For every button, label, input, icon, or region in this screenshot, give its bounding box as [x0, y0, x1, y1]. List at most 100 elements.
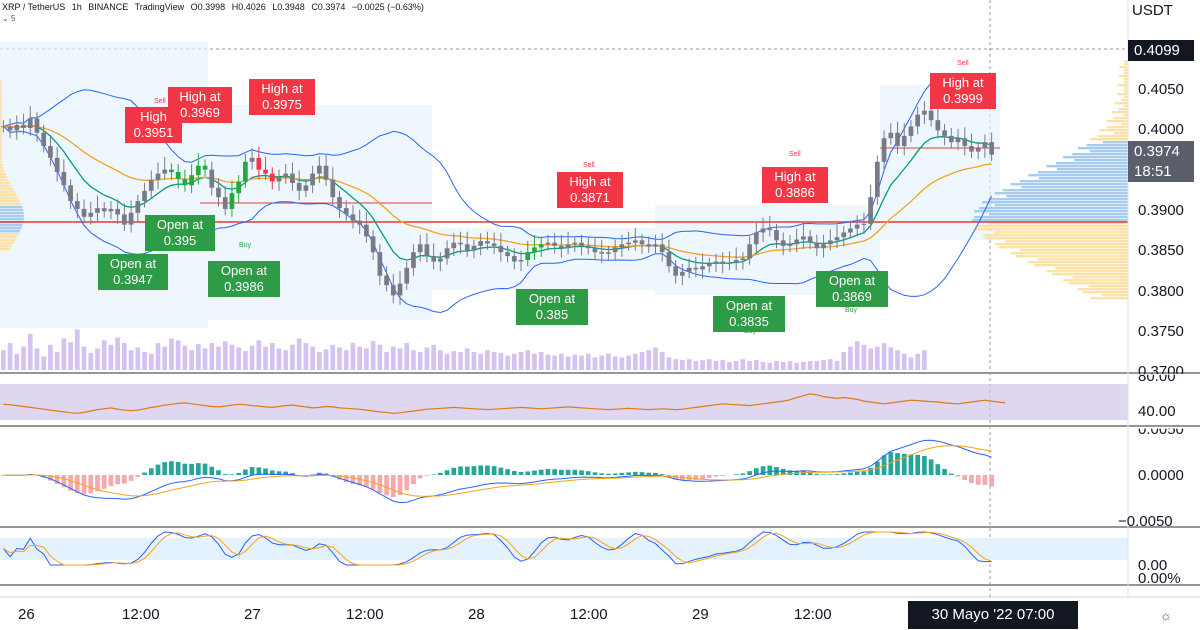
candle-body [686, 267, 692, 272]
countdown-marker: 18:51 [1128, 161, 1194, 182]
candle-body [585, 245, 591, 249]
macd-histogram-bar [982, 475, 988, 485]
profile-bar [0, 101, 2, 104]
profile-bar [0, 158, 2, 161]
stoch-k-line [3, 531, 992, 566]
profile-bar [1106, 120, 1128, 123]
candle-body [222, 197, 228, 209]
volume-bar [216, 346, 221, 370]
high-price-marker: 0.4099 [1128, 40, 1194, 61]
candle-body [693, 267, 699, 270]
profile-bar [1121, 123, 1128, 126]
profile-bar [1118, 84, 1128, 87]
volume-bar [619, 357, 625, 370]
profile-bar [0, 89, 2, 92]
candle-body [27, 118, 33, 128]
profile-bar [1124, 87, 1128, 90]
profile-bar [0, 224, 23, 227]
volume-bar [256, 340, 262, 370]
volume-bar [821, 360, 826, 370]
candle-body [935, 120, 941, 131]
macd-histogram-bar [478, 465, 484, 475]
candle-body [155, 173, 161, 180]
profile-bar [1074, 159, 1128, 162]
macd-histogram-bar [498, 467, 504, 475]
profile-bar [1124, 78, 1128, 81]
macd-histogram-bar [81, 475, 87, 495]
volume-profile [0, 60, 1128, 300]
macd-histogram-bar [969, 475, 974, 484]
volume-bar [874, 346, 880, 370]
macd-histogram-bar [61, 475, 67, 488]
macd-histogram-bar [162, 462, 168, 475]
candle-body [525, 252, 531, 260]
candle-body [364, 224, 369, 237]
macd-histogram-bar [511, 470, 517, 475]
macd-histogram-bar [713, 475, 719, 477]
indicator-count: 5 [10, 14, 16, 23]
profile-bar [0, 149, 2, 152]
macd-histogram-bar [1, 475, 6, 476]
candle-body [579, 242, 584, 246]
profile-bar [0, 233, 19, 236]
macd-histogram-bar [646, 472, 652, 475]
macd-histogram-bar [377, 475, 383, 493]
candle-body [673, 266, 679, 276]
candle-body [760, 228, 766, 233]
macd-histogram-bar [48, 475, 53, 481]
profile-bar [998, 246, 1128, 249]
profile-bar [1121, 99, 1128, 102]
macd-histogram-bar [276, 471, 282, 475]
profile-bar [0, 152, 2, 155]
profile-bar [1082, 291, 1128, 294]
profile-bar [1015, 255, 1128, 258]
macd-histogram-bar [559, 469, 564, 475]
profile-bar [994, 231, 1128, 234]
profile-bar [995, 243, 1128, 246]
profile-bar [1124, 114, 1128, 117]
volume-bar [915, 353, 921, 370]
time-tick: 29 [692, 606, 709, 623]
buy-marker: Buy [239, 242, 252, 249]
volume-bar [411, 350, 416, 370]
candle-body [148, 179, 154, 191]
candle-body [390, 285, 396, 296]
sell-marker: Sell [154, 98, 166, 105]
indicator-legend[interactable]: ⌄ 5 [2, 14, 15, 23]
volume-bar [901, 353, 907, 370]
rsi-line [3, 393, 1006, 414]
candle-body [841, 232, 847, 238]
volume-bar [545, 354, 551, 370]
macd-histogram-bar [222, 474, 228, 475]
profile-bar [988, 222, 1128, 225]
interval-label[interactable]: 1h [71, 2, 82, 12]
price-tick: 0.4050 [1138, 81, 1184, 98]
macd-histogram-bar [424, 475, 430, 476]
profile-bar [1119, 66, 1128, 69]
macd-histogram-bar [827, 474, 833, 475]
macd-histogram-bar [639, 472, 645, 475]
macd-histogram-bar [592, 472, 598, 475]
profile-bar [0, 248, 11, 251]
ohlc-open: O0.3998 [190, 2, 226, 12]
volume-bar [700, 360, 705, 370]
volume-bar [485, 350, 490, 370]
candle-body [296, 183, 302, 191]
profile-bar [1004, 240, 1128, 243]
symbol-label[interactable]: XRP / TetherUS [2, 2, 66, 12]
volume-bar [350, 343, 356, 370]
volume-bar [236, 347, 242, 370]
settings-gear-icon[interactable]: ☼ [1160, 608, 1172, 623]
profile-bar [1038, 177, 1128, 180]
profile-bar [0, 218, 24, 221]
price-tick: 0.3750 [1138, 323, 1184, 340]
time-tick: 12:00 [122, 606, 160, 623]
volume-bar [357, 346, 363, 370]
profile-bar [1124, 72, 1128, 75]
macd-histogram-bar [249, 467, 255, 475]
candle-body [41, 132, 47, 147]
profile-bar [1046, 270, 1128, 273]
volume-bar [458, 352, 463, 370]
indicator-chevron-icon[interactable]: ⌄ [2, 14, 9, 23]
macd-histogram-bar [814, 473, 820, 475]
